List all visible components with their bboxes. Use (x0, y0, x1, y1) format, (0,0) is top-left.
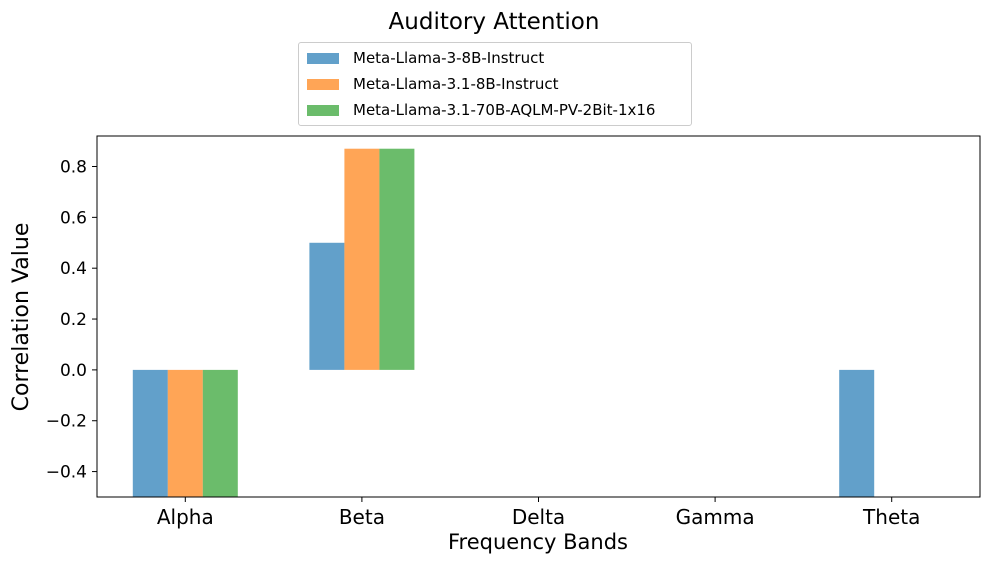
bar (202, 369, 238, 497)
y-tick-label: 0.2 (60, 310, 87, 330)
chart-title: Auditory Attention (389, 9, 600, 35)
legend-label: Meta-Llama-3.1-8B-Instruct (353, 75, 559, 93)
x-tick-label: Gamma (676, 505, 755, 529)
legend-item: Meta-Llama-3-8B-Instruct (307, 48, 544, 68)
x-tick-label: Delta (512, 505, 565, 529)
legend-label: Meta-Llama-3.1-70B-AQLM-PV-2Bit-1x16 (353, 101, 656, 119)
bar (379, 148, 415, 370)
bar (309, 242, 345, 370)
y-tick-label: 0.8 (60, 158, 87, 178)
legend-swatch (307, 52, 339, 64)
plot-area: −0.4 −0.2 0.0 0.2 0.4 0.6 0.8 Alpha Beta Delta Gam… (46, 135, 981, 529)
y-tick-label: 0.4 (60, 259, 87, 279)
legend-swatch (307, 104, 339, 116)
x-axis-label: Frequency Bands (448, 530, 628, 554)
y-axis-label: Correlation Value (9, 223, 34, 412)
x-tick-label: Theta (862, 505, 920, 529)
legend-item: Meta-Llama-3.1-8B-Instruct (307, 74, 559, 94)
y-tick-label: −0.2 (46, 412, 87, 432)
bar (839, 369, 875, 497)
legend-label: Meta-Llama-3-8B-Instruct (353, 49, 545, 67)
legend-item: Meta-Llama-3.1-70B-AQLM-PV-2Bit-1x16 (307, 100, 655, 120)
x-tick-label: Alpha (157, 505, 214, 529)
y-tick-label: 0.0 (60, 361, 87, 381)
legend: Meta-Llama-3-8B-Instruct Meta-Llama-3.1-… (298, 42, 692, 126)
x-tick-label: Beta (339, 505, 385, 529)
bar (344, 148, 380, 370)
legend-swatch (307, 78, 339, 90)
bar (132, 369, 168, 497)
y-tick-label: −0.4 (46, 463, 87, 483)
bar (167, 369, 203, 497)
y-tick-label: 0.6 (60, 208, 87, 228)
